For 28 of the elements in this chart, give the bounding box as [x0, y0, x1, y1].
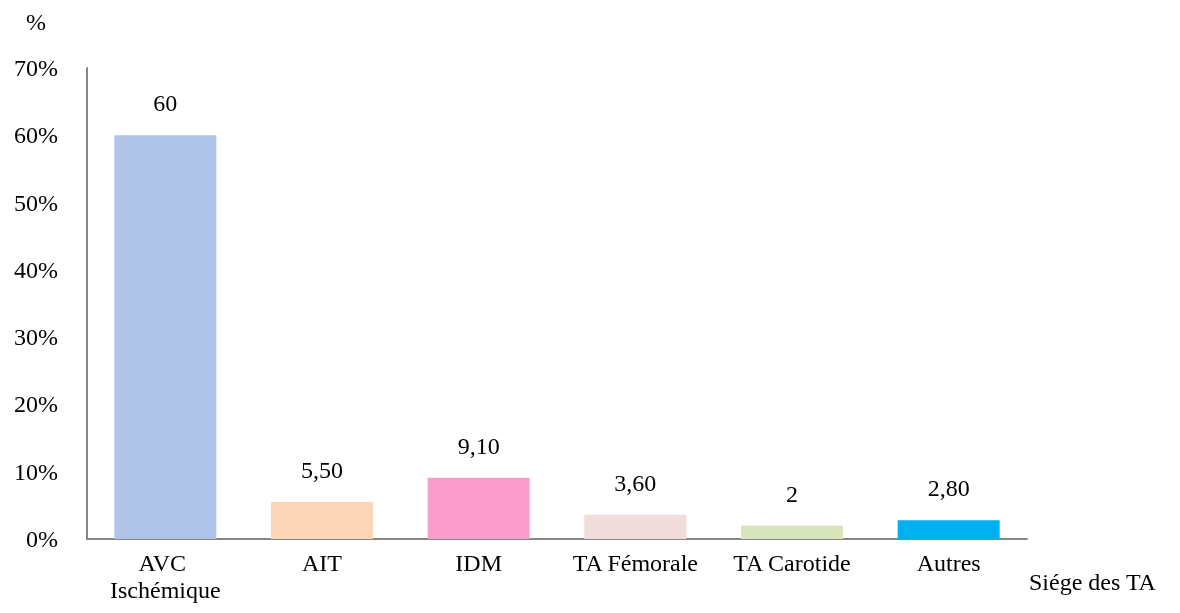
data-label: 2	[786, 480, 798, 507]
y-axis-title: %	[26, 9, 46, 35]
x-tick-label: AVC Ischémique	[110, 549, 221, 603]
y-tick-label: 40%	[14, 256, 58, 283]
x-axis-title: Siége des TA	[1029, 569, 1157, 595]
data-label: 9,10	[457, 432, 500, 459]
bar	[114, 135, 217, 539]
bar	[741, 525, 843, 539]
x-tick-label: IDM	[455, 549, 502, 576]
y-tick-label: 70%	[14, 55, 58, 81]
data-label: 3,60	[614, 469, 657, 496]
data-label: 2,80	[927, 475, 970, 502]
bar	[427, 477, 530, 539]
x-tick-label: Autres	[916, 549, 981, 576]
bar	[271, 501, 373, 539]
data-label: 60	[153, 90, 178, 117]
y-tick-label: 50%	[14, 189, 58, 216]
y-tick-label: 10%	[14, 458, 58, 485]
y-tick-label: 60%	[14, 122, 58, 149]
x-tick-label: AIT	[302, 549, 343, 576]
bar	[897, 520, 1000, 539]
x-tick-label: TA Fémorale	[572, 549, 699, 576]
y-tick-label: 0%	[26, 526, 58, 552]
data-label: 5,50	[301, 456, 343, 483]
y-tick-label: 20%	[14, 391, 58, 418]
bar	[584, 514, 687, 539]
y-tick-label: 30%	[14, 324, 58, 351]
x-tick-label: TA Carotide	[733, 549, 851, 576]
